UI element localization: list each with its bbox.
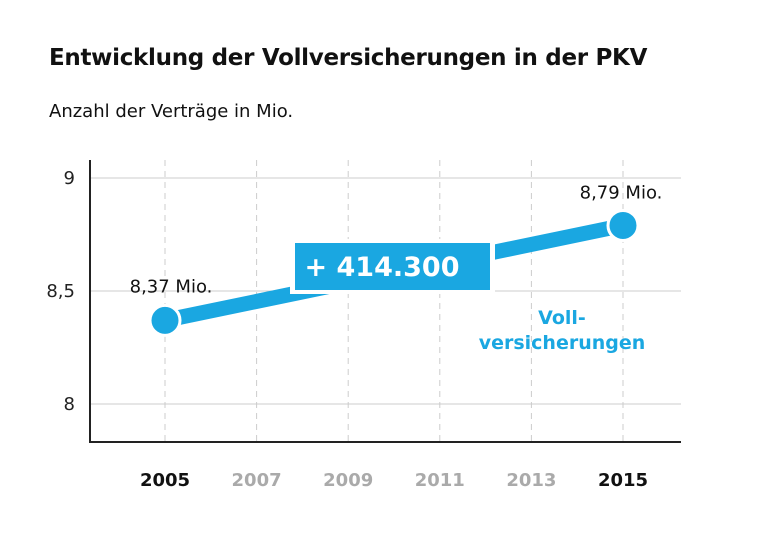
chart-title: Entwicklung der Vollversicherungen in de…: [49, 45, 648, 71]
y-axis-ticks: 88,59: [46, 168, 75, 415]
y-tick-label-8: 8: [64, 394, 75, 415]
series-name-line-2: versicherungen: [479, 332, 646, 354]
x-tick-label-2009: 2009: [323, 470, 373, 491]
chart-subtitle: Anzahl der Verträge in Mio.: [49, 101, 294, 122]
x-axis-ticks: 2005 2007 2009 2011 2013 2015: [140, 470, 648, 491]
data-point-2005: [148, 303, 182, 337]
x-tick-label-2011: 2011: [415, 470, 465, 491]
data-label-2015: 8,79 Mio.: [580, 182, 663, 203]
x-tick-label-2005: 2005: [140, 470, 190, 491]
series-name-label: Voll-versicherungen: [479, 307, 646, 354]
data-label-2005: 8,37 Mio.: [130, 276, 213, 297]
x-tick-label-2013: 2013: [506, 470, 556, 491]
series-name-line-1: Voll-: [538, 307, 586, 329]
series-group: 8,37 Mio. 8,79 Mio. Voll-versicherungen: [130, 182, 663, 354]
x-tick-label-2007: 2007: [232, 470, 282, 491]
y-tick-label-8,5: 8,5: [46, 281, 75, 302]
annotation-delta: + 414.300: [305, 252, 460, 283]
annotation-group: + 414.300: [290, 239, 495, 294]
axes: [89, 160, 681, 443]
annotation-box: [295, 243, 490, 290]
data-point-2015: [606, 208, 640, 242]
y-tick-label-9: 9: [64, 168, 75, 189]
x-tick-label-2015: 2015: [598, 470, 648, 491]
